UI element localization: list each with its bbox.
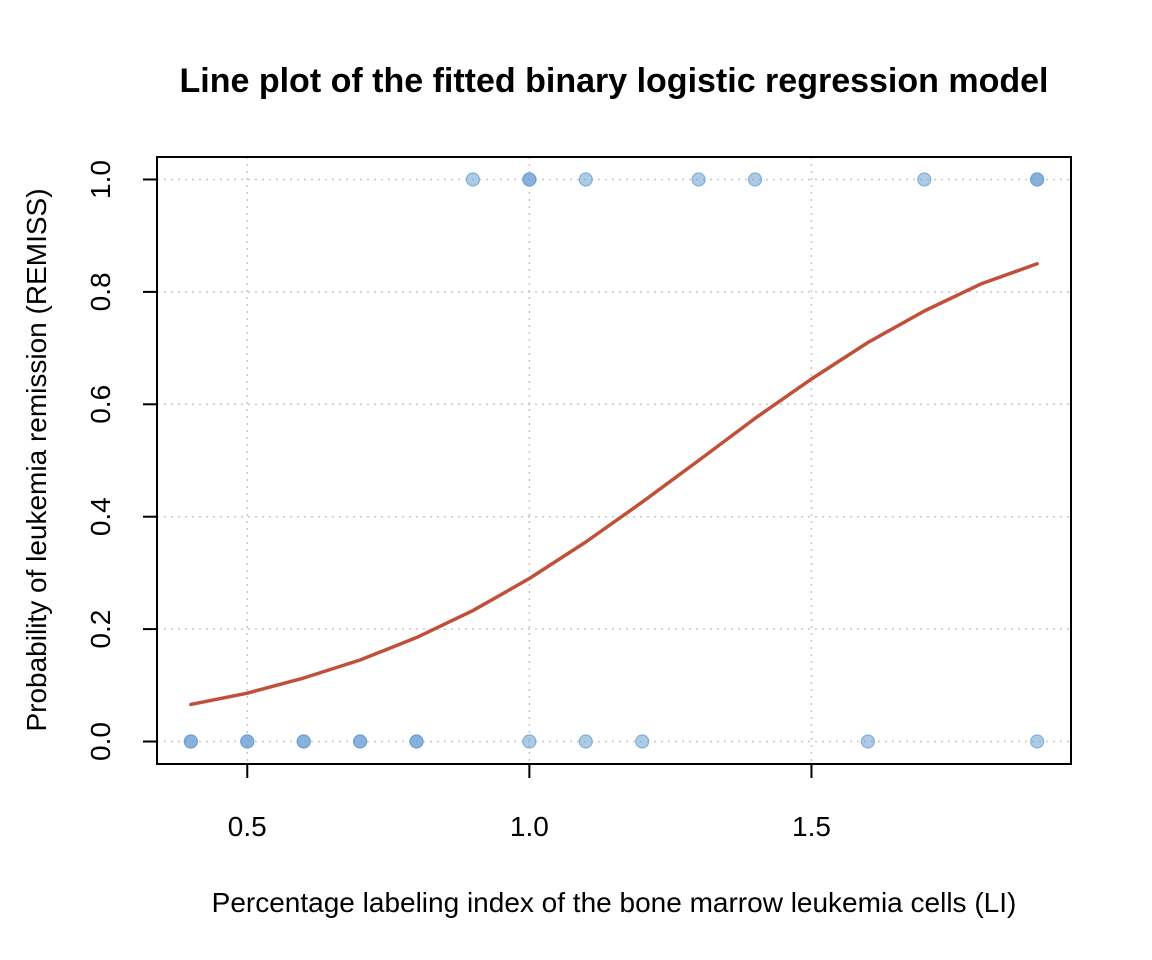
y-axis-label: Probability of leukemia remission (REMIS… bbox=[21, 188, 52, 731]
data-point bbox=[465, 172, 481, 187]
y-tick-label: 0.8 bbox=[85, 272, 116, 311]
x-tick-label: 1.5 bbox=[792, 811, 831, 842]
x-axis-label: Percentage labeling index of the bone ma… bbox=[212, 887, 1017, 918]
y-tick-label: 0.6 bbox=[85, 385, 116, 424]
data-point bbox=[1030, 734, 1045, 749]
data-point bbox=[860, 734, 875, 749]
x-tick-label: 1.0 bbox=[510, 811, 549, 842]
data-point bbox=[240, 734, 255, 749]
data-point bbox=[578, 172, 593, 187]
data-points-layer bbox=[183, 172, 1045, 749]
fitted-curve bbox=[189, 262, 1039, 707]
data-point bbox=[409, 734, 424, 749]
chart-title: Line plot of the fitted binary logistic … bbox=[180, 62, 1049, 100]
fitted-curve-layer bbox=[189, 262, 1039, 707]
data-point bbox=[522, 734, 537, 749]
y-tick-label: 0.2 bbox=[85, 610, 116, 649]
data-point bbox=[522, 172, 537, 187]
data-point bbox=[635, 734, 650, 749]
x-tick-label: 0.5 bbox=[228, 811, 267, 842]
data-point bbox=[747, 172, 763, 187]
data-point bbox=[917, 172, 932, 187]
data-point bbox=[1030, 172, 1045, 187]
y-tick-label: 0.0 bbox=[85, 722, 116, 761]
data-point bbox=[691, 172, 706, 187]
y-tick-label: 1.0 bbox=[85, 160, 116, 199]
grid-lines bbox=[157, 157, 1071, 764]
data-point bbox=[296, 734, 311, 749]
x-axis: 0.5 1.0 1.5 bbox=[228, 764, 831, 842]
y-axis: 0.0 0.2 0.4 0.6 0.8 1.0 bbox=[85, 160, 157, 761]
plot-frame bbox=[156, 156, 1072, 765]
data-point bbox=[578, 734, 593, 749]
data-point bbox=[183, 734, 198, 749]
y-tick-label: 0.4 bbox=[85, 497, 116, 536]
data-point bbox=[353, 734, 368, 749]
